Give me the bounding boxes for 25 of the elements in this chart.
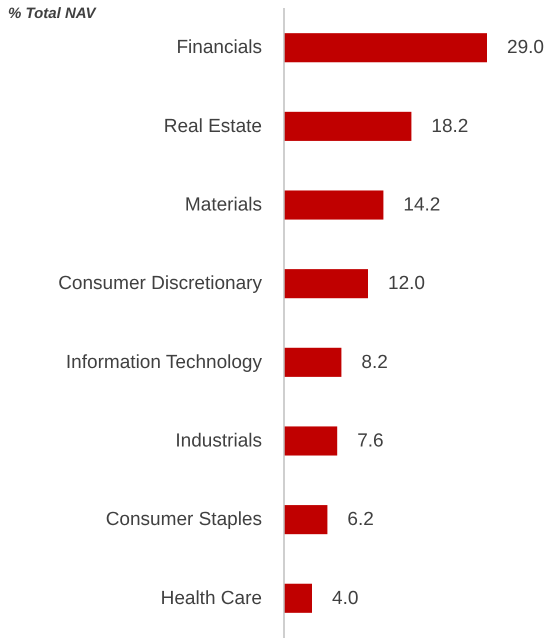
text: % Total NAV	[8, 5, 98, 22]
data-label: 7.6	[357, 430, 384, 452]
y-tick-label: Health Care	[160, 588, 262, 609]
y-tick-label: Financials	[176, 37, 262, 58]
data-label: 29.0	[507, 37, 544, 58]
bar	[284, 190, 384, 220]
bar	[284, 584, 312, 613]
bar	[284, 112, 412, 141]
data-label: 6.2	[347, 509, 374, 530]
data-label: 8.2	[361, 352, 388, 373]
data-label: 12.0	[388, 273, 425, 294]
y-tick-label: Real Estate	[164, 116, 262, 137]
bar	[284, 348, 342, 377]
y-tick-label: Consumer Staples	[106, 509, 262, 530]
data-label: 18.2	[431, 116, 468, 137]
bar	[284, 426, 338, 456]
y-tick-label: Materials	[184, 194, 262, 216]
bar	[284, 269, 368, 298]
y-tick-label: Consumer Discretionary	[58, 273, 262, 294]
y-tick-label: Industrials	[175, 430, 262, 452]
bar	[284, 505, 328, 534]
data-label: 14.2	[403, 194, 440, 216]
y-tick-label: Information Technology	[66, 352, 262, 373]
bar	[284, 33, 487, 62]
data-label: 4.0	[332, 588, 358, 609]
